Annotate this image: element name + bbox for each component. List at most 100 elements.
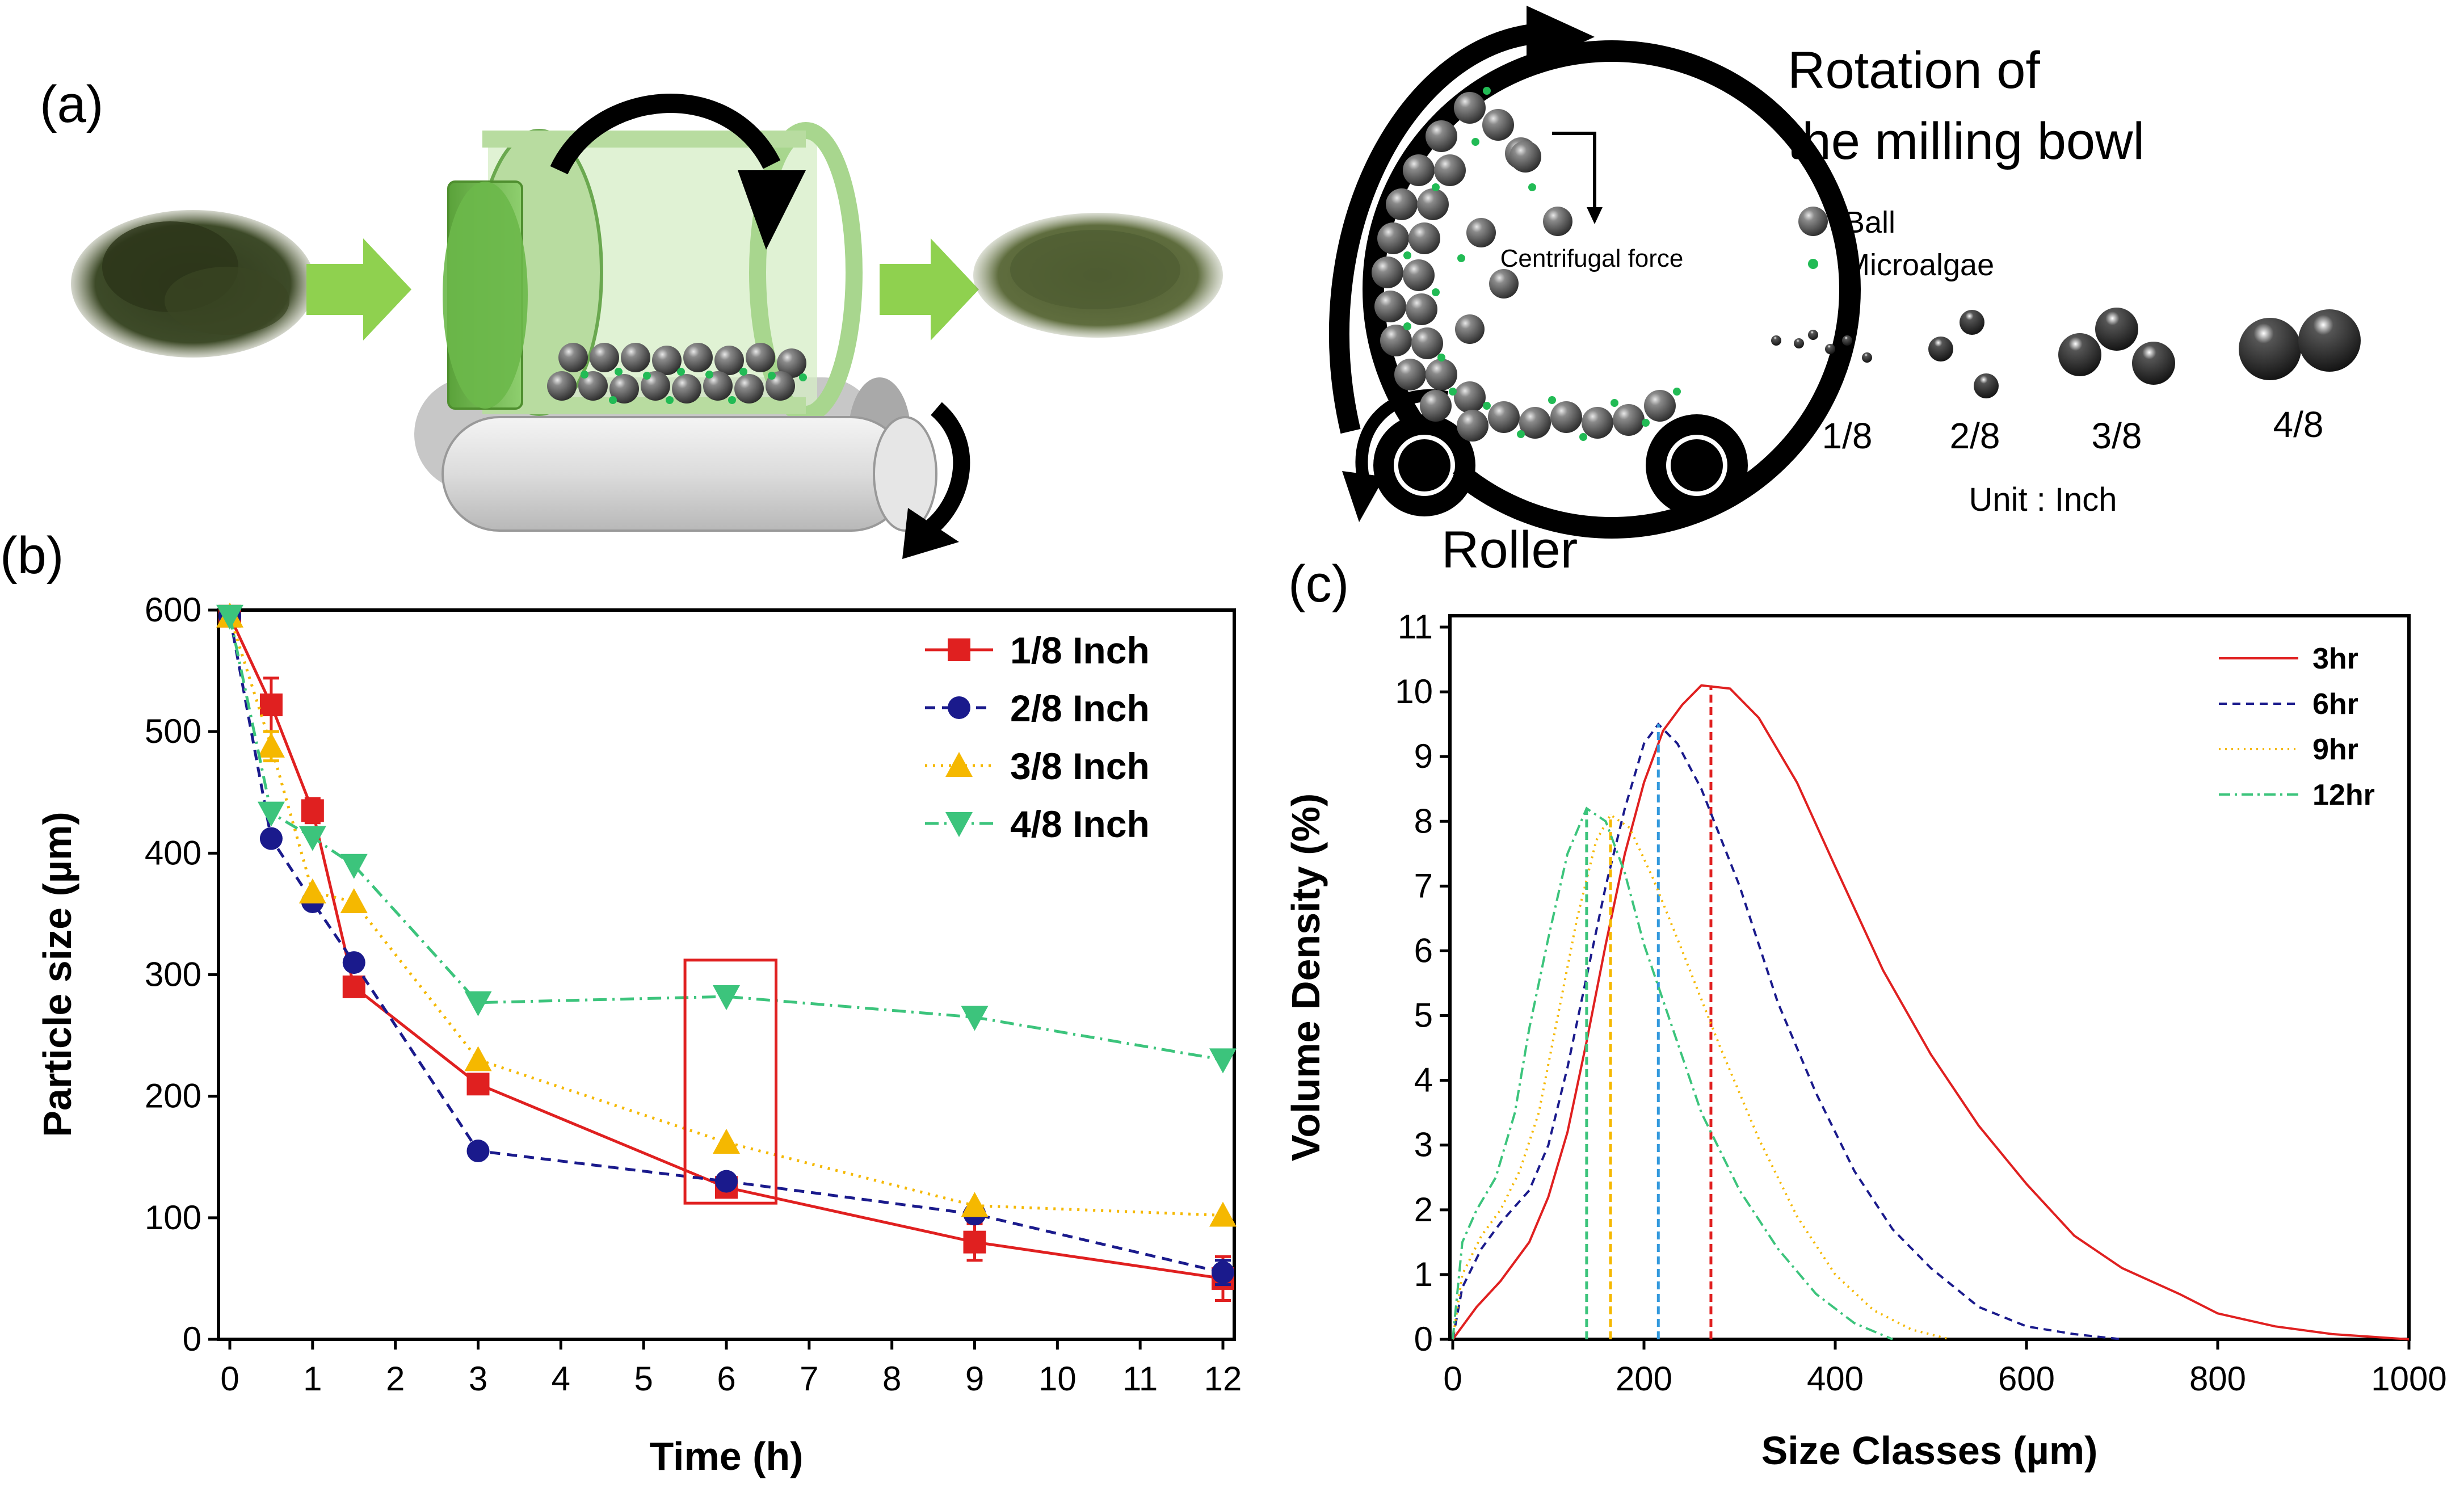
y-tick-label-c: 8 <box>1414 802 1433 840</box>
series-line-b <box>228 615 1223 1217</box>
data-point-b <box>342 951 365 974</box>
data-point-b <box>342 975 365 998</box>
y-tick-label-b: 600 <box>145 591 201 629</box>
legend-label-c: 6hr <box>2312 688 2358 721</box>
y-tick-label-b: 400 <box>145 834 201 872</box>
series-line-b <box>228 616 1223 1061</box>
y-tick-label-c: 10 <box>1395 672 1433 711</box>
legend-label-c: 3hr <box>2312 642 2358 675</box>
y-tick-label-c: 3 <box>1414 1126 1433 1164</box>
series-line-b <box>228 615 1223 1280</box>
ball-legend-label: Ball <box>1844 205 1895 239</box>
x-tick-label-c: 800 <box>2189 1360 2246 1398</box>
series-curve-c <box>1452 722 2122 1340</box>
legend-label-c: 9hr <box>2312 733 2358 766</box>
y-tick-label-c: 4 <box>1414 1061 1433 1099</box>
x-tick-label-b: 6 <box>717 1360 735 1398</box>
data-point-b <box>715 1170 738 1193</box>
series-b-3 <box>216 604 1237 1074</box>
ball-size-2-8 <box>1928 310 1999 398</box>
y-tick-label-c: 6 <box>1414 931 1433 969</box>
panel-c-chart: (c) Size Classes (µm) Volume Density (%)… <box>1284 555 2447 1473</box>
data-point-b <box>963 1230 986 1254</box>
panel-a: (a) <box>40 6 2361 579</box>
milled-powder-image <box>973 213 1223 338</box>
data-point-b <box>298 826 326 851</box>
data-point-b <box>1209 1201 1237 1227</box>
panel-label-b: (b) <box>0 527 64 585</box>
data-point-b <box>257 801 285 827</box>
y-tick-label-c: 1 <box>1414 1255 1433 1293</box>
data-point-b <box>961 1006 989 1031</box>
series-curve-c <box>1452 806 1893 1340</box>
legend-marker-b <box>948 696 970 719</box>
series-curve-c <box>1452 684 2410 1340</box>
data-point-b <box>259 693 283 717</box>
x-tick-label-c: 1000 <box>2371 1360 2446 1398</box>
ball-size-label-1: 1/8 <box>1822 415 1873 456</box>
y-tick-label-c: 2 <box>1414 1191 1433 1229</box>
y-tick-label-c: 0 <box>1414 1320 1433 1358</box>
y-tick-label-b: 300 <box>145 956 201 994</box>
ball-legend-icon <box>1798 207 1828 236</box>
ball-mill-illustration <box>414 94 970 559</box>
data-point-b <box>713 1129 740 1154</box>
data-point-b <box>466 1073 490 1096</box>
legend-c: 3hr 6hr 9hr 12hr <box>2219 642 2375 812</box>
y-tick-label-b: 500 <box>145 712 201 750</box>
ball-size-label-4: 4/8 <box>2273 404 2324 445</box>
x-tick-label-c: 200 <box>1616 1360 1672 1398</box>
data-point-b <box>464 991 492 1016</box>
x-tick-label-b: 10 <box>1038 1360 1077 1398</box>
x-tick-label-b: 0 <box>220 1360 239 1398</box>
panel-label-c: (c) <box>1288 555 1349 613</box>
ball-size-1-8 <box>1771 330 1872 363</box>
plot-area-c <box>1448 614 2411 1341</box>
data-point-b <box>340 888 368 913</box>
y-axis-title-c: Volume Density (%) <box>1284 793 1328 1161</box>
data-point-b <box>466 1140 490 1163</box>
x-tick-label-b: 5 <box>634 1360 653 1398</box>
legend-label-b: 1/8 Inch <box>1010 629 1150 671</box>
x-tick-label-c: 0 <box>1443 1360 1462 1398</box>
data-point-b <box>340 854 368 879</box>
ball-size-4-8 <box>2239 309 2361 380</box>
y-tick-label-b: 200 <box>145 1077 201 1115</box>
series-c-0 <box>1452 684 2410 1340</box>
data-point-b <box>257 732 285 758</box>
y-axis-title-b: Particle size (µm) <box>35 812 79 1137</box>
y-tick-label-b: 0 <box>183 1320 201 1358</box>
x-tick-label-c: 400 <box>1807 1360 1864 1398</box>
x-tick-label-b: 4 <box>552 1360 570 1398</box>
x-tick-label-b: 12 <box>1204 1360 1242 1398</box>
rotation-title-line1: Rotation of <box>1788 41 2040 99</box>
roller-label: Roller <box>1441 521 1578 579</box>
rotation-title-line2: the milling bowl <box>1788 112 2145 170</box>
x-tick-label-b: 8 <box>882 1360 901 1398</box>
series-curve-c <box>1452 813 1950 1340</box>
panel-label-a: (a) <box>40 75 103 133</box>
x-tick-label-b: 9 <box>965 1360 984 1398</box>
legend-marker-b <box>945 812 973 837</box>
ball-size-label-2: 2/8 <box>1950 415 2000 456</box>
data-point-b <box>259 827 283 850</box>
data-point-b <box>301 799 324 822</box>
legend-label-b: 2/8 Inch <box>1010 687 1150 729</box>
x-tick-label-b: 7 <box>800 1360 818 1398</box>
raw-powder-image <box>71 210 315 358</box>
legend-b: 1/8 Inch 2/8 Inch 3/8 Inch 4/8 Inch <box>925 629 1150 845</box>
centrifugal-force-label: Centrifugal force <box>1500 245 1684 272</box>
x-axis-title-b: Time (h) <box>650 1434 804 1478</box>
legend-label-b: 3/8 Inch <box>1010 745 1150 787</box>
y-tick-label-c: 11 <box>1398 608 1433 646</box>
data-point-b <box>216 604 243 630</box>
microalgae-legend-label: Microalgae <box>1844 248 1994 282</box>
ball-size-3-8 <box>2058 308 2175 385</box>
process-arrow-1 <box>306 238 411 341</box>
x-tick-label-c: 600 <box>1998 1360 2055 1398</box>
y-tick-label-c: 7 <box>1414 867 1433 905</box>
data-point-b <box>1209 1048 1237 1074</box>
data-point-b <box>961 1192 989 1217</box>
x-tick-label-b: 3 <box>469 1360 487 1398</box>
